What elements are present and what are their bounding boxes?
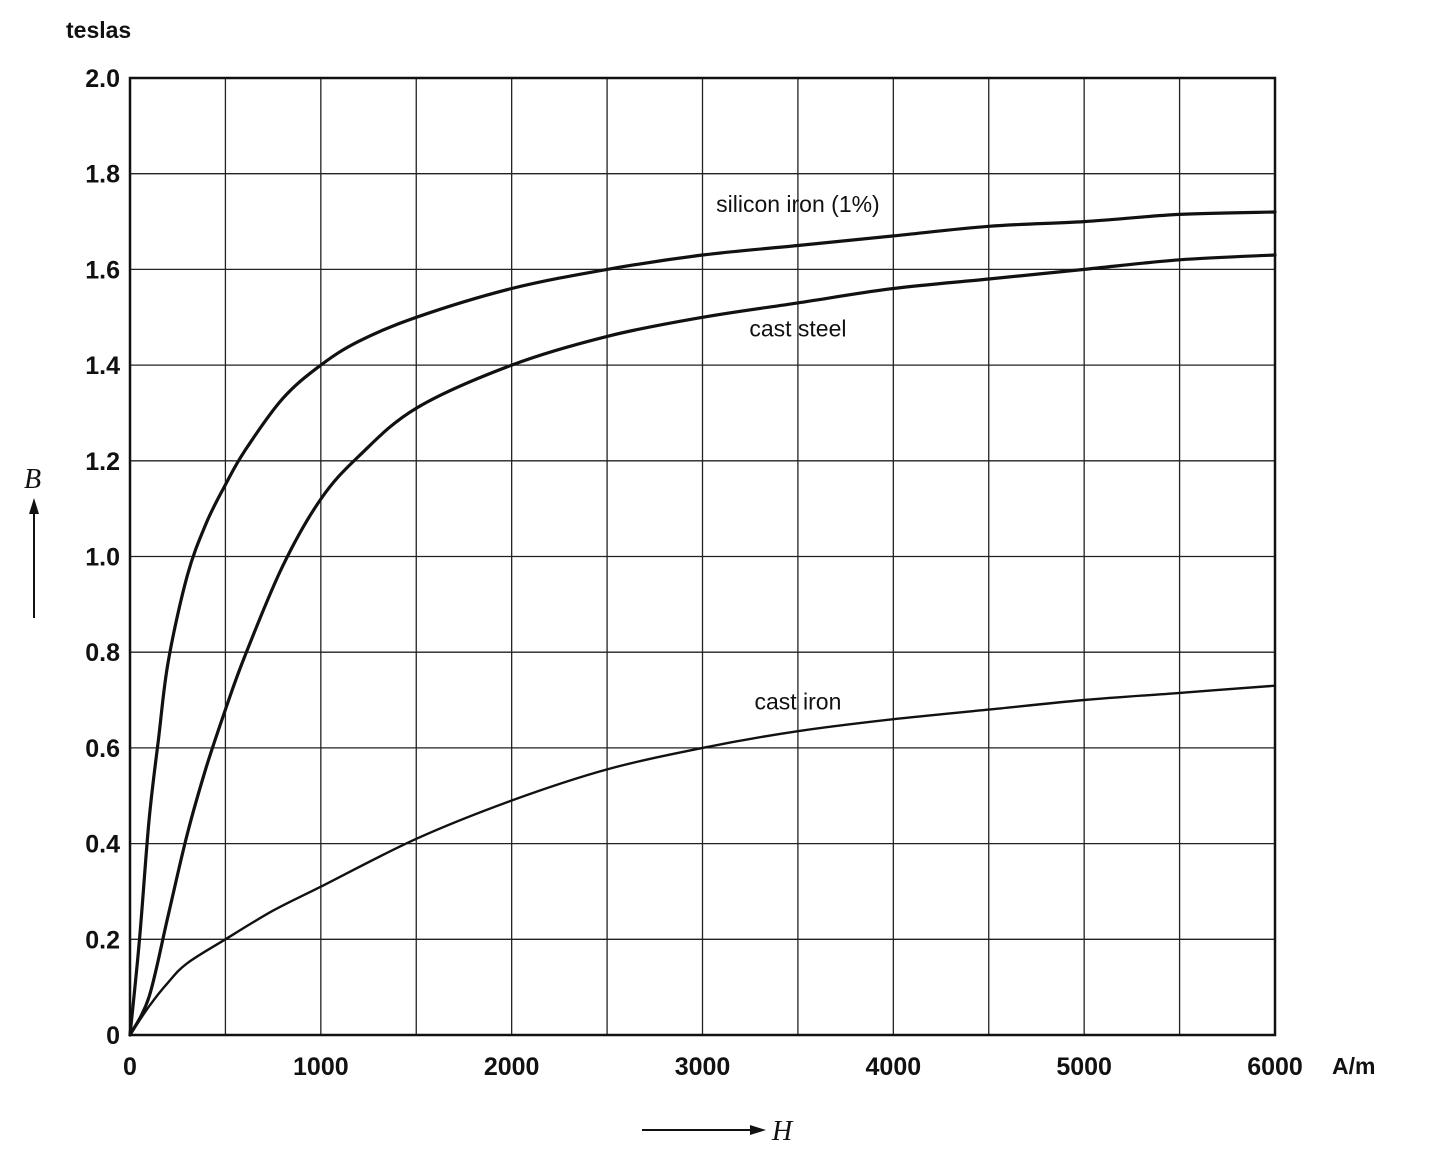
y-tick-label: 1.6 bbox=[85, 256, 120, 284]
y-axis-symbol: B bbox=[24, 464, 41, 495]
x-tick-labels: 0 1000 2000 3000 4000 5000 6000 bbox=[123, 1053, 1303, 1081]
y-tick-label: 0.8 bbox=[85, 639, 120, 667]
x-tick-label: 1000 bbox=[293, 1053, 349, 1081]
x-tick-label: 6000 bbox=[1247, 1053, 1303, 1081]
x-tick-label: 3000 bbox=[675, 1053, 731, 1081]
curve-label-cast-steel: cast steel bbox=[749, 315, 846, 341]
curve-label-silicon-iron: silicon iron (1%) bbox=[716, 191, 880, 217]
y-tick-label: 1.0 bbox=[85, 544, 120, 572]
y-tick-label: 0 bbox=[106, 1022, 120, 1050]
series-line-cast-steel bbox=[128, 253, 1277, 1037]
y-axis-arrow bbox=[29, 498, 39, 618]
y-tick-labels: 0 0.2 0.4 0.6 0.8 1.0 1.2 1.4 1.6 1.8 2.0 bbox=[85, 65, 120, 1050]
curve-label-cast-iron: cast iron bbox=[754, 689, 841, 715]
y-tick-label: 0.4 bbox=[85, 831, 120, 859]
y-tick-label: 1.4 bbox=[85, 352, 120, 380]
x-tick-label: 5000 bbox=[1056, 1053, 1112, 1081]
y-tick-label: 1.8 bbox=[85, 161, 120, 189]
curve-labels: silicon iron (1%) cast steel cast iron bbox=[716, 191, 880, 715]
y-tick-label: 0.6 bbox=[85, 735, 120, 763]
x-tick-label: 2000 bbox=[484, 1053, 540, 1081]
x-unit-label: A/m bbox=[1332, 1053, 1375, 1079]
x-tick-label: 4000 bbox=[866, 1053, 922, 1081]
plot-frame bbox=[128, 76, 1277, 1037]
y-tick-label: 1.2 bbox=[85, 448, 120, 476]
series-line-silicon-iron bbox=[128, 210, 1277, 1037]
y-unit-label: teslas bbox=[66, 17, 131, 43]
y-tick-label: 0.2 bbox=[85, 926, 120, 954]
curves bbox=[128, 210, 1277, 1037]
x-axis-symbol: H bbox=[771, 1116, 794, 1147]
x-tick-label: 0 bbox=[123, 1053, 137, 1081]
y-tick-label: 2.0 bbox=[85, 65, 120, 93]
series-line-cast-iron bbox=[128, 684, 1277, 1037]
x-axis-arrow bbox=[642, 1125, 766, 1135]
